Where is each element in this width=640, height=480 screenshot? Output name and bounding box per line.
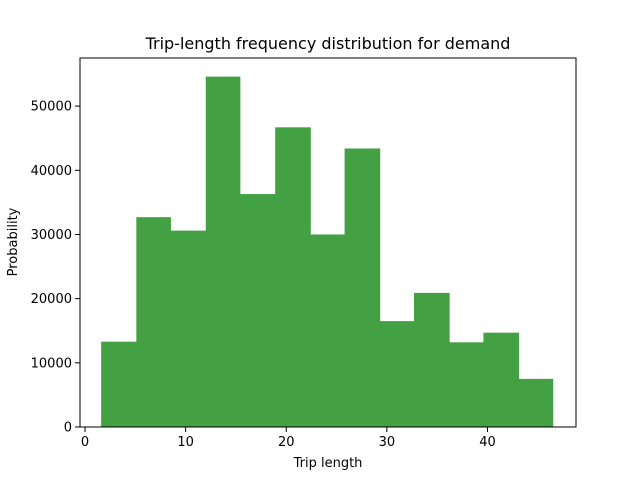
y-tick-label: 40000 — [31, 164, 72, 179]
x-tick-label: 40 — [479, 435, 496, 450]
histogram-bar-2 — [136, 217, 171, 427]
x-axis-ticks: 0 10 20 30 40 — [81, 427, 496, 450]
histogram-bar-3 — [170, 230, 207, 427]
histogram-bar-6 — [275, 127, 311, 427]
histogram-bar-8 — [344, 148, 381, 427]
x-tick-label: 10 — [177, 435, 194, 450]
x-tick-label: 0 — [81, 435, 89, 450]
chart-title: Trip-length frequency distribution for d… — [145, 34, 511, 53]
y-tick-label: 50000 — [31, 100, 72, 115]
histogram-bar-5 — [239, 194, 276, 427]
histogram-bar-11 — [449, 342, 484, 427]
x-axis-label: Trip length — [293, 456, 363, 471]
histogram-bar-1 — [101, 341, 137, 427]
y-axis-ticks: 0 10000 20000 30000 40000 50000 — [31, 100, 80, 436]
histogram-bar-13 — [518, 378, 554, 427]
y-tick-label: 20000 — [31, 292, 72, 307]
y-axis-label: Probability — [6, 207, 21, 276]
y-tick-label: 30000 — [31, 228, 72, 243]
x-tick-label: 20 — [278, 435, 295, 450]
histogram-bar-12 — [483, 332, 520, 427]
histogram-bar-4 — [205, 76, 241, 427]
y-tick-label: 0 — [64, 421, 72, 436]
y-tick-label: 10000 — [31, 356, 72, 371]
histogram-bar-7 — [310, 234, 346, 427]
x-tick-label: 30 — [379, 435, 396, 450]
plot-area-frame — [79, 57, 577, 428]
histogram-bar-9 — [379, 321, 415, 427]
bars-group — [101, 76, 554, 427]
histogram-bar-10 — [414, 292, 450, 427]
